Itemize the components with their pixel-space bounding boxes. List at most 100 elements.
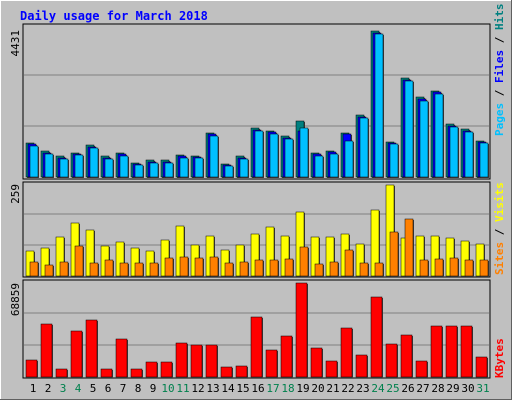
bar-sites-day-16 [254, 259, 264, 277]
x-label-day-28: 28 [431, 382, 444, 395]
legend-sep-1: / [493, 83, 506, 103]
bar-sites-day-26 [404, 218, 414, 277]
bar-sites-day-11 [179, 256, 189, 277]
bar-pages-day-20 [314, 155, 324, 178]
x-label-day-14: 14 [221, 382, 235, 395]
bar-sites-day-14 [224, 262, 234, 277]
bar-sites-day-21 [329, 261, 339, 277]
bar-sites-day-23 [359, 262, 369, 277]
bar-pages-day-28 [434, 93, 444, 178]
bar-sites-day-17 [269, 259, 279, 277]
bar-pages-day-25 [389, 143, 399, 178]
bar-pages-day-15 [239, 158, 249, 178]
x-label-day-6: 6 [105, 382, 112, 395]
bar-kbytes-day-17 [265, 349, 278, 378]
bar-pages-day-10 [164, 162, 174, 178]
bar-sites-day-9 [149, 262, 159, 277]
legend-pages: Pages [493, 103, 506, 136]
bar-sites-day-10 [164, 257, 174, 277]
bar-kbytes-day-19 [295, 282, 308, 378]
bar-sites-day-22 [344, 249, 354, 277]
x-label-day-19: 19 [296, 382, 309, 395]
x-label-day-2: 2 [45, 382, 52, 395]
x-label-day-18: 18 [281, 382, 294, 395]
x-label-day-24: 24 [371, 382, 385, 395]
bar-pages-day-1 [29, 145, 39, 178]
bar-pages-day-7 [119, 155, 129, 178]
bar-kbytes-day-23 [355, 354, 368, 378]
legend-sep-2: / [493, 30, 506, 50]
bar-kbytes-day-11 [175, 342, 188, 378]
bar-pages-day-11 [179, 157, 189, 178]
bar-pages-day-30 [464, 131, 474, 178]
bar-sites-day-28 [434, 258, 444, 277]
bar-kbytes-day-29 [445, 325, 458, 378]
x-label-day-8: 8 [135, 382, 142, 395]
bar-sites-day-4 [74, 245, 84, 277]
bar-pages-day-24 [374, 33, 384, 178]
bar-kbytes-day-28 [430, 325, 443, 378]
panel-kbytes-legend: KBytes [493, 338, 506, 378]
x-label-day-29: 29 [446, 382, 459, 395]
bar-pages-day-2 [44, 153, 54, 178]
bar-kbytes-day-9 [145, 361, 158, 378]
x-label-day-15: 15 [236, 382, 249, 395]
bar-sites-day-20 [314, 263, 324, 277]
x-label-day-10: 10 [161, 382, 174, 395]
bar-kbytes-day-21 [325, 360, 338, 378]
bar-kbytes-day-2 [40, 323, 53, 378]
x-label-day-5: 5 [90, 382, 97, 395]
bar-kbytes-day-6 [100, 368, 113, 378]
bar-kbytes-day-31 [475, 356, 488, 378]
bar-kbytes-day-14 [220, 366, 233, 378]
x-label-day-26: 26 [401, 382, 414, 395]
bar-sites-day-24 [374, 262, 384, 277]
bar-sites-day-1 [29, 261, 39, 277]
bar-kbytes-day-5 [85, 319, 98, 378]
bar-pages-day-16 [254, 130, 264, 178]
bar-pages-day-14 [224, 165, 234, 178]
bar-sites-day-29 [449, 257, 459, 277]
bar-pages-day-6 [104, 158, 114, 178]
bar-kbytes-day-27 [415, 360, 428, 378]
bar-kbytes-day-24 [370, 296, 383, 378]
panel-kbytes-bars [25, 282, 488, 378]
bar-sites-day-19 [299, 246, 309, 277]
bar-pages-day-4 [74, 154, 84, 178]
bar-pages-day-27 [419, 100, 429, 178]
bar-pages-day-22 [344, 140, 354, 178]
bar-kbytes-day-13 [205, 344, 218, 378]
panel-visits-ymax-label: 259 [9, 184, 22, 204]
x-label-day-3: 3 [60, 382, 67, 395]
panel-hits-legend: Pages / Files / Hits [493, 4, 506, 137]
x-label-day-23: 23 [356, 382, 369, 395]
panel-kbytes-ymax-label: 68859 [9, 283, 22, 316]
panel-hits-bars [25, 30, 489, 178]
x-label-day-13: 13 [206, 382, 219, 395]
bar-kbytes-day-12 [190, 344, 203, 378]
panel-visits-legend: Sites / Visits [493, 182, 506, 275]
bar-sites-day-31 [479, 259, 489, 277]
bar-sites-day-18 [284, 258, 294, 277]
bar-sites-day-5 [89, 262, 99, 277]
chart-title: Daily usage for March 2018 [20, 9, 208, 23]
bar-kbytes-day-4 [70, 330, 83, 378]
x-label-day-20: 20 [311, 382, 324, 395]
panel-hits-ymax-label: 4431 [9, 30, 22, 57]
bar-kbytes-day-30 [460, 325, 473, 378]
bar-kbytes-day-1 [25, 359, 38, 378]
bar-kbytes-day-8 [130, 368, 143, 378]
bar-pages-day-13 [209, 135, 219, 178]
bar-pages-day-5 [89, 147, 99, 178]
bar-kbytes-day-20 [310, 347, 323, 378]
x-label-day-25: 25 [386, 382, 399, 395]
x-label-day-31: 31 [476, 382, 489, 395]
x-label-day-27: 27 [416, 382, 429, 395]
bar-pages-day-8 [134, 164, 144, 178]
bar-kbytes-day-3 [55, 368, 68, 378]
x-axis-day-labels: 1 2 3 4 5 6 7 8 9 10 11 12 13 14 15 16 17 18 19 20 21 22 23 24 2… [30, 382, 490, 395]
bar-pages-day-9 [149, 162, 159, 178]
bar-pages-day-3 [59, 158, 69, 178]
x-label-day-21: 21 [326, 382, 339, 395]
